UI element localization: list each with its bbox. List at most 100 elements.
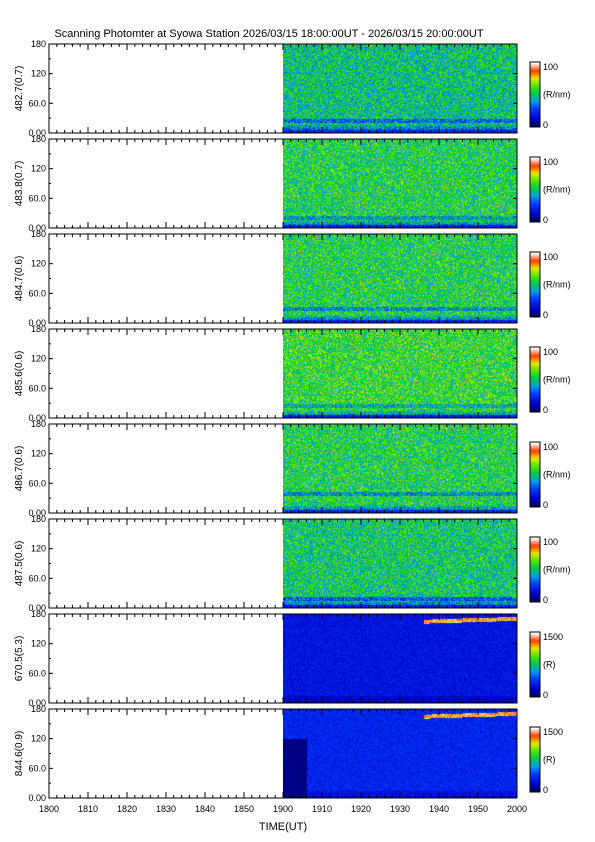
colorbar-segment <box>530 302 540 305</box>
colorbar-segment <box>530 351 540 354</box>
colorbar-segment <box>530 66 540 69</box>
colorbar-segment <box>530 546 540 549</box>
colorbar-segment <box>530 194 540 197</box>
colorbar-segment <box>530 502 540 505</box>
colorbar-segment <box>530 97 540 100</box>
y-tick-label: 120 <box>31 734 46 744</box>
colorbar: 100 0 (R/nm) <box>529 346 571 415</box>
panel-5: 0.00 60.0 120 180 486.7(0.6) 100 0 (R/nm) <box>14 419 571 518</box>
y-tick-label: 0.00 <box>28 413 46 423</box>
colorbar-segment <box>530 571 540 574</box>
colorbar-segment <box>530 788 540 791</box>
colorbar-segment <box>530 276 540 279</box>
colorbar-segment <box>530 105 540 108</box>
colorbar-segment <box>530 79 540 82</box>
colorbar-segment <box>530 632 540 635</box>
colorbar-segment <box>530 572 540 575</box>
colorbar-segment <box>530 736 540 739</box>
colorbar-segment <box>530 556 540 559</box>
heatmap-image <box>283 139 517 228</box>
colorbar-segment <box>530 656 540 659</box>
colorbar-segment <box>530 494 540 497</box>
colorbar-segment <box>530 255 540 258</box>
panel-8: 0.00 60.0 120 180 844.6(0.9) 1500 0 (R) <box>14 704 563 803</box>
colorbar-min: 0 <box>543 500 548 510</box>
colorbar-min: 0 <box>543 595 548 605</box>
colorbar-segment <box>530 748 540 751</box>
y-tick-label: 0.00 <box>28 698 46 708</box>
colorbar-segment <box>530 123 540 126</box>
colorbar-segment <box>530 297 540 300</box>
colorbar-segment <box>530 537 540 540</box>
colorbar-segment <box>530 125 540 128</box>
colorbar-segment <box>530 407 540 410</box>
colorbar-segment <box>530 84 540 87</box>
colorbar-max: 1500 <box>543 632 563 642</box>
heatmap-image <box>283 234 517 323</box>
colorbar-segment <box>530 376 540 379</box>
x-tick-label: 1840 <box>195 804 215 814</box>
colorbar-segment <box>530 268 540 271</box>
colorbar-segment <box>530 96 540 99</box>
colorbar-segment <box>530 300 540 303</box>
colorbar-segment <box>530 582 540 585</box>
colorbar-segment <box>530 70 540 73</box>
colorbar-segment <box>530 682 540 685</box>
colorbar-segment <box>530 307 540 310</box>
x-tick-label: 1850 <box>234 804 254 814</box>
colorbar-segment <box>530 261 540 264</box>
colorbar-segment <box>530 492 540 495</box>
colorbar-unit: (R/nm) <box>543 280 571 290</box>
colorbar-min: 0 <box>543 690 548 700</box>
colorbar-segment <box>530 587 540 590</box>
colorbar-segment <box>530 731 540 734</box>
colorbar-segment <box>530 569 540 572</box>
panel-ylabel: 486.7(0.6) <box>14 446 25 492</box>
colorbar-segment <box>530 118 540 121</box>
colorbar-segment <box>530 481 540 484</box>
panel-1: 0.00 60.0 120 180 482.7(0.7) 100 0 (R/nm) <box>14 39 571 138</box>
colorbar-segment <box>530 112 540 115</box>
y-tick-label: 120 <box>31 164 46 174</box>
colorbar-segment <box>530 184 540 187</box>
colorbar-segment <box>530 289 540 292</box>
colorbar-segment <box>530 157 540 160</box>
colorbar-segment <box>530 667 540 670</box>
colorbar-segment <box>530 477 540 480</box>
colorbar-segment <box>530 756 540 759</box>
colorbar-segment <box>530 368 540 371</box>
y-tick-label: 0.00 <box>28 793 46 803</box>
colorbar-segment <box>530 484 540 487</box>
colorbar-segment <box>530 762 540 765</box>
colorbar-max: 100 <box>543 537 558 547</box>
colorbar-segment <box>530 86 540 89</box>
colorbar-segment <box>530 471 540 474</box>
colorbar-max: 100 <box>543 252 558 262</box>
colorbar-segment <box>530 392 540 395</box>
x-tick-label: 2000 <box>507 804 527 814</box>
colorbar-segment <box>530 459 540 462</box>
colorbar-max: 100 <box>543 62 558 72</box>
colorbar-segment <box>530 387 540 390</box>
colorbar-segment <box>530 744 540 747</box>
x-tick-label: 1910 <box>312 804 332 814</box>
y-tick-label: 120 <box>31 69 46 79</box>
colorbar-segment <box>530 73 540 76</box>
colorbar-segment <box>530 196 540 199</box>
colorbar-segment <box>530 468 540 471</box>
colorbar-segment <box>530 579 540 582</box>
colorbar-segment <box>530 347 540 350</box>
colorbar-segment <box>530 99 540 102</box>
y-tick-label: 60.0 <box>28 478 46 488</box>
colorbar-segment <box>530 212 540 215</box>
colorbar-segment <box>530 487 540 490</box>
x-tick-label: 1820 <box>117 804 137 814</box>
colorbar-segment <box>530 178 540 181</box>
colorbar-segment <box>530 563 540 566</box>
colorbar-segment <box>530 740 540 743</box>
colorbar-segment <box>530 258 540 261</box>
x-tick-label: 1950 <box>468 804 488 814</box>
colorbar-segment <box>530 688 540 691</box>
colorbar-segment <box>530 92 540 95</box>
colorbar-segment <box>530 589 540 592</box>
